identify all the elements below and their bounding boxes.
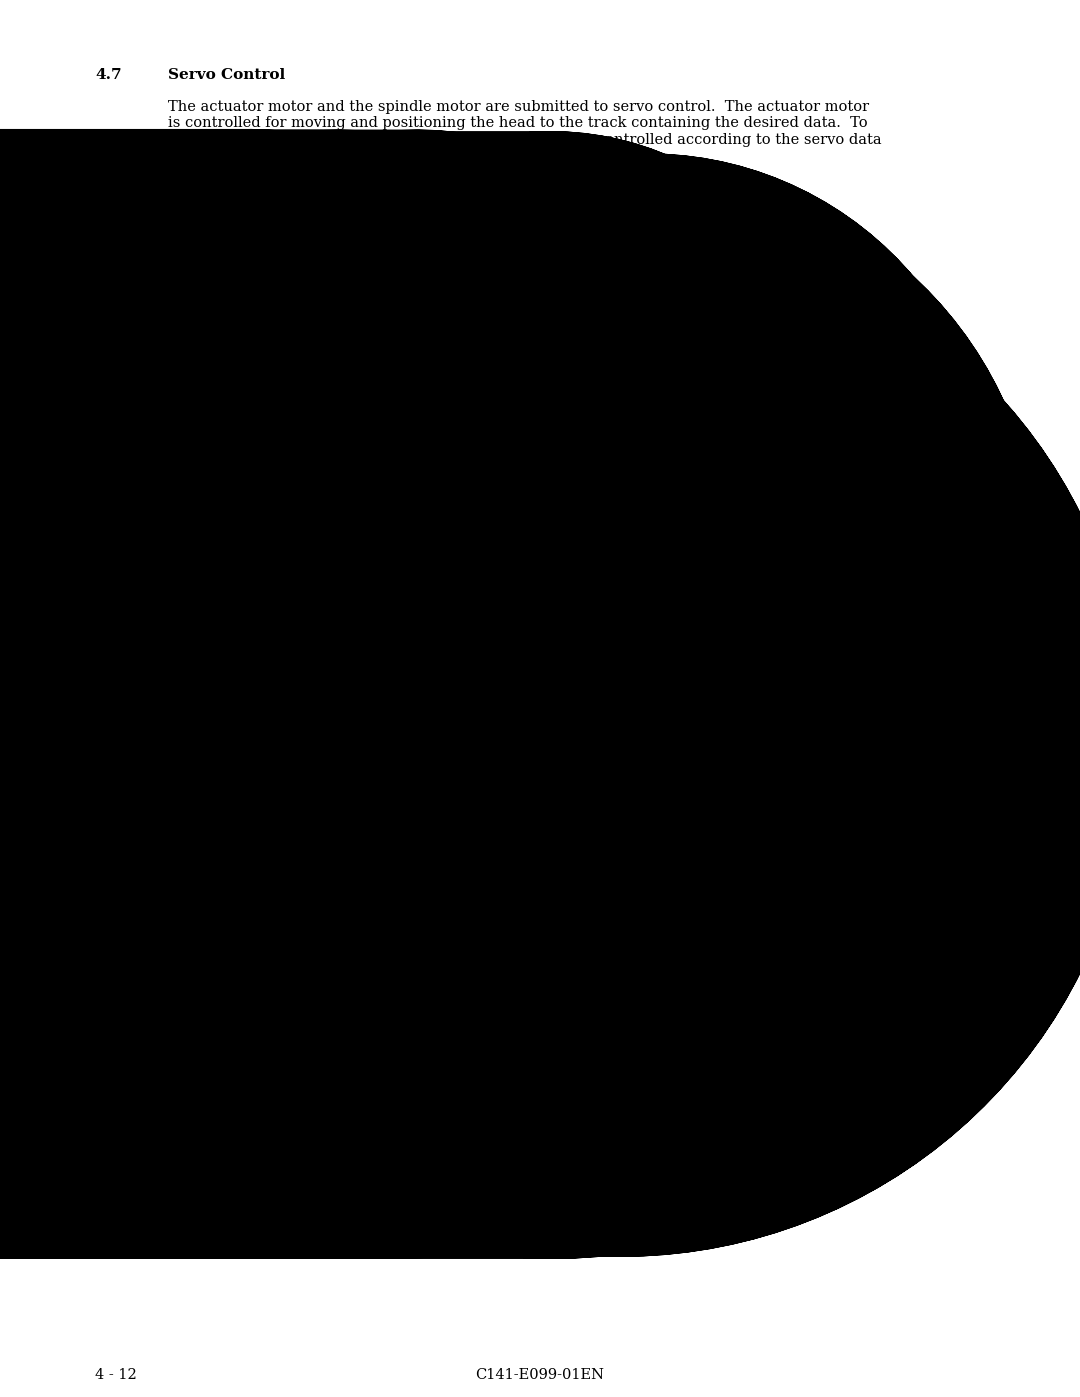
Text: Spindle
motor
control: Spindle motor control: [494, 722, 542, 766]
Text: the reference cylinders, seeks the specified cylinder, and executes calibration : the reference cylinders, seeks the speci…: [205, 1039, 910, 1053]
Text: MPU: MPU: [348, 377, 383, 391]
Bar: [496, 402, 548, 455]
Text: Servo
burst
capture: Servo burst capture: [189, 401, 238, 444]
Text: 4.7.1: 4.7.1: [95, 218, 137, 232]
Text: Figure 4.4    Block diagram of servo control circuit: Figure 4.4 Block diagram of servo contro…: [323, 935, 757, 949]
Text: (5): (5): [570, 390, 590, 404]
Text: VCM:  Voice Coil Motor: VCM: Voice Coil Motor: [100, 842, 266, 856]
Bar: [364, 402, 414, 446]
Text: (3): (3): [286, 388, 306, 402]
Bar: [566, 721, 618, 766]
Text: P.
Amp.: P. Amp.: [578, 411, 615, 441]
Text: 4.7: 4.7: [95, 68, 122, 82]
Text: internal operations of the MPU.: internal operations of the MPU.: [205, 1056, 440, 1070]
Bar: [286, 402, 336, 446]
Text: Spindle
motor: Spindle motor: [650, 724, 704, 753]
Text: (4): (4): [496, 390, 515, 404]
Text: The MPU includes DSP unit, etc., and the MPU starts the spindle motor, moves the: The MPU includes DSP unit, etc., and the…: [205, 1023, 890, 1037]
Text: (7): (7): [566, 703, 585, 717]
Text: (1): (1): [95, 985, 116, 999]
Text: VCM current: VCM current: [632, 415, 725, 429]
Text: Position Sense: Position Sense: [168, 510, 271, 524]
Bar: [480, 363, 720, 652]
Bar: [490, 712, 550, 773]
Text: turn the disk at a constant velocity, the actuator motor is controlled according: turn the disk at a constant velocity, th…: [168, 133, 881, 147]
Bar: [183, 391, 248, 453]
Text: The actuator motor and the spindle motor are submitted to servo control.  The ac: The actuator motor and the spindle motor…: [168, 101, 869, 115]
Bar: [570, 402, 622, 455]
Text: Head: Head: [94, 416, 132, 432]
Text: CSR:   Current Sense Resistor: CSR: Current Sense Resistor: [100, 823, 313, 837]
Bar: [642, 712, 707, 768]
Text: that is written on the data side beforehand.: that is written on the data side beforeh…: [168, 149, 491, 163]
Text: 4 - 12: 4 - 12: [95, 1368, 137, 1382]
Text: DSP
unit: DSP unit: [370, 409, 400, 440]
Text: a.    Spindle motor start: a. Spindle motor start: [205, 1139, 382, 1153]
Text: Driver: Driver: [570, 735, 616, 749]
Text: Servo Control: Servo Control: [168, 68, 285, 82]
Text: CSR: CSR: [676, 495, 706, 509]
Text: Figure 4.4 is the block diagram of the servo control circuit.  The following des: Figure 4.4 is the block diagram of the s…: [168, 251, 824, 265]
Text: DAC: DAC: [505, 420, 537, 434]
Text: VCM: VCM: [674, 557, 708, 571]
Bar: [270, 363, 480, 513]
Text: ADC: ADC: [293, 416, 325, 432]
Bar: [82, 402, 144, 451]
Text: is controlled for moving and positioning the head to the track containing the de: is controlled for moving and positioning…: [168, 116, 867, 130]
Text: functions of the blocks:: functions of the blocks:: [168, 268, 341, 282]
Text: Starts the spindle motor and accelerates it to normal speed when power is applie: Starts the spindle motor and accelerates…: [258, 1173, 877, 1187]
Bar: [660, 545, 725, 583]
Text: Servo control circuit: Servo control circuit: [178, 218, 354, 232]
Text: C141-E099-01EN: C141-E099-01EN: [475, 1368, 605, 1382]
Text: Microprocessor unit (MPU): Microprocessor unit (MPU): [205, 985, 408, 999]
Bar: [660, 483, 725, 521]
Text: (1): (1): [453, 344, 473, 358]
Text: SVC: SVC: [568, 377, 598, 391]
Text: (6): (6): [490, 703, 510, 717]
Text: The major internal operations are listed below.: The major internal operations are listed…: [205, 1088, 553, 1102]
Text: (2): (2): [200, 388, 219, 402]
